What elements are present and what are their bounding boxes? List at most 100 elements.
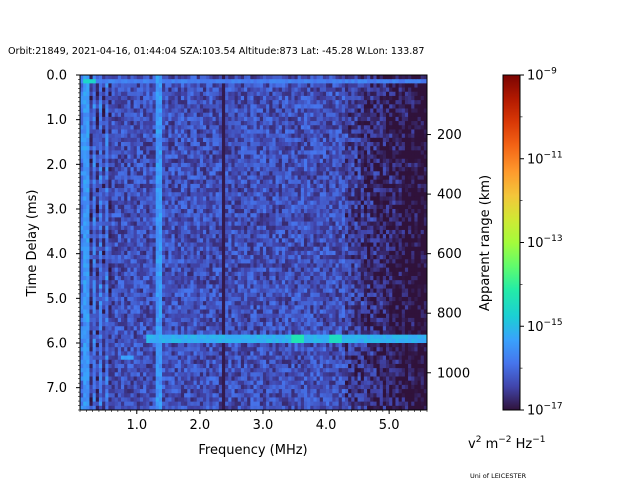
heatmap-cell — [102, 217, 106, 222]
heatmap-cell — [256, 209, 261, 214]
heatmap-cell — [411, 255, 415, 260]
heatmap-cell — [294, 204, 299, 210]
heatmap-cell — [180, 217, 185, 222]
heatmap-cell — [174, 112, 179, 118]
heatmap-cell — [332, 108, 336, 114]
heatmap-cell — [203, 221, 207, 227]
heatmap-cell — [231, 196, 235, 202]
heatmap-cell — [385, 91, 390, 97]
heatmap-cell — [344, 154, 349, 160]
heatmap-cell — [319, 162, 324, 168]
heatmap-cell — [92, 225, 97, 231]
heatmap-cell — [411, 162, 415, 168]
heatmap-cell — [168, 242, 172, 248]
heatmap-cell — [392, 91, 396, 97]
heatmap-cell — [357, 100, 362, 105]
heatmap-cell — [199, 183, 204, 189]
heatmap-cell — [300, 179, 305, 185]
heatmap-cell — [348, 158, 352, 164]
heatmap-cell — [411, 142, 415, 147]
heatmap-cell — [307, 154, 311, 160]
heatmap-cell — [354, 104, 358, 109]
heatmap-cell — [152, 112, 157, 118]
heatmap-cell — [240, 188, 245, 193]
heatmap-cell — [360, 112, 365, 118]
heatmap-cell — [316, 95, 321, 101]
heatmap-cell — [376, 104, 381, 109]
heatmap-cell — [370, 204, 374, 210]
heatmap-cell — [237, 158, 242, 164]
heatmap-cell — [300, 79, 305, 84]
heatmap-cell — [247, 259, 251, 264]
heatmap-cell — [322, 229, 327, 235]
heatmap-cell — [392, 146, 396, 151]
heatmap-cell — [155, 158, 160, 164]
heatmap-cell — [417, 175, 422, 181]
heatmap-cell — [398, 87, 403, 93]
heatmap-cell — [338, 179, 343, 185]
heatmap-cell — [206, 192, 210, 197]
heatmap-cell — [80, 255, 84, 260]
heatmap-cell — [256, 100, 261, 105]
heatmap-cell — [344, 121, 349, 126]
heatmap-cell — [322, 133, 327, 139]
heatmap-cell — [206, 129, 210, 135]
heatmap-cell — [146, 234, 150, 239]
heatmap-cell — [162, 91, 166, 97]
heatmap-cell — [158, 95, 163, 101]
heatmap-cell — [272, 234, 276, 239]
heatmap-cell — [300, 225, 305, 231]
heatmap-cell — [269, 192, 273, 197]
heatmap-cell — [259, 150, 264, 155]
heatmap-cell — [199, 150, 204, 155]
heatmap-cell — [297, 238, 302, 243]
heatmap-cell — [307, 204, 311, 210]
heatmap-cell — [184, 250, 188, 256]
heatmap-cell — [105, 142, 109, 147]
heatmap-cell — [307, 171, 311, 176]
heatmap-cell — [338, 104, 343, 109]
heatmap-cell — [379, 112, 384, 118]
heatmap-cell — [199, 238, 204, 243]
heatmap-cell — [303, 255, 308, 260]
heatmap-cell — [231, 142, 235, 147]
heatmap-cell — [326, 171, 330, 176]
heatmap-cell — [414, 154, 418, 160]
heatmap-cell — [196, 234, 201, 239]
heatmap-cell — [329, 104, 333, 109]
heatmap-cell — [228, 75, 232, 80]
heatmap-cell — [136, 263, 141, 269]
heatmap-cell — [209, 154, 213, 160]
heatmap-cell — [417, 179, 422, 185]
heatmap-cell — [117, 137, 122, 143]
heatmap-cell — [266, 225, 270, 231]
heatmap-cell — [174, 162, 179, 168]
heatmap-cell — [288, 150, 292, 155]
heatmap-cell — [206, 87, 210, 93]
heatmap-cell — [86, 108, 90, 114]
heatmap-cell — [420, 250, 425, 256]
heatmap-cell — [357, 125, 362, 130]
heatmap-cell — [332, 100, 336, 105]
heatmap-cell — [215, 217, 220, 222]
heatmap-cell — [423, 234, 428, 239]
heatmap-cell — [190, 217, 194, 222]
heatmap-cell — [206, 116, 210, 122]
heatmap-cell — [389, 217, 393, 222]
heatmap-cell — [206, 167, 210, 172]
heatmap-cell — [133, 100, 138, 105]
heatmap-cell — [319, 104, 324, 109]
heatmap-cell — [259, 146, 264, 151]
heatmap-cell — [385, 242, 390, 248]
heatmap-cell — [221, 255, 226, 260]
heatmap-cell — [395, 104, 399, 109]
heatmap-cell — [180, 209, 185, 214]
heatmap-cell — [80, 242, 84, 248]
heatmap-cell — [357, 238, 362, 243]
heatmap-cell — [203, 259, 207, 264]
heatmap-cell — [259, 225, 264, 231]
heatmap-cell — [389, 133, 393, 139]
heatmap-cell — [152, 95, 157, 101]
heatmap-cell — [149, 133, 153, 139]
heatmap-cell — [127, 192, 131, 197]
